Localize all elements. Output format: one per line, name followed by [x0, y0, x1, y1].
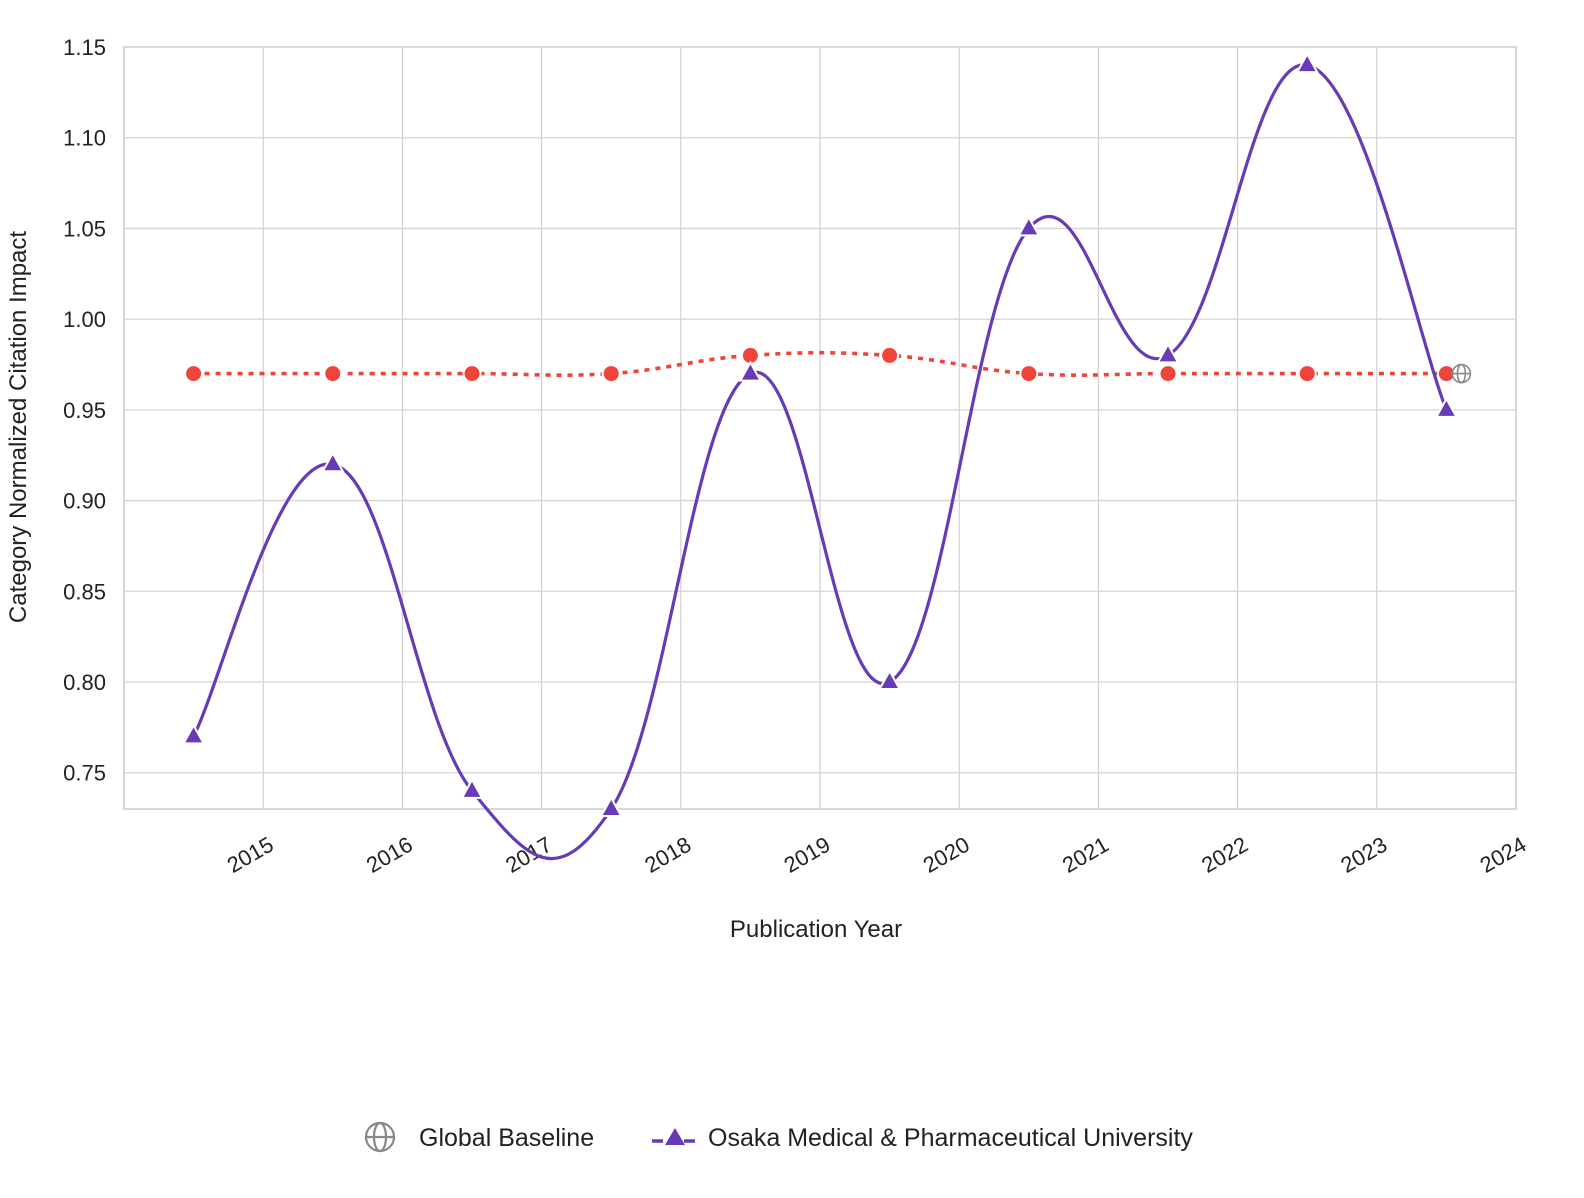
legend: Global Baseline Osaka Medical & Pharmace… [364, 1121, 1193, 1153]
data-point[interactable] [1158, 364, 1178, 384]
globe-icon [1451, 363, 1472, 384]
data-point[interactable] [1156, 342, 1180, 364]
y-tick-label: 1.05 [63, 216, 106, 241]
series-global-baseline [184, 345, 1472, 384]
data-point[interactable] [184, 364, 204, 384]
legend-item-osaka[interactable]: Osaka Medical & Pharmaceutical Universit… [652, 1124, 1193, 1152]
x-tick-label: 2021 [1058, 832, 1113, 878]
globe-icon [364, 1121, 396, 1153]
data-point[interactable] [321, 451, 345, 473]
data-point[interactable] [460, 777, 484, 799]
series-osaka [181, 52, 1459, 861]
data-point[interactable] [1019, 364, 1039, 384]
data-point[interactable] [462, 364, 482, 384]
data-point[interactable] [1434, 396, 1459, 418]
legend-label-osaka: Osaka Medical & Pharmaceutical Universit… [708, 1124, 1193, 1152]
x-tick-label: 2016 [362, 832, 417, 878]
data-point[interactable] [877, 668, 902, 690]
y-tick-label: 0.85 [63, 579, 106, 604]
series-layer [181, 52, 1472, 861]
y-tick-label: 0.90 [63, 489, 106, 514]
data-point[interactable] [880, 345, 900, 365]
series-line [193, 350, 1447, 377]
y-tick-label: 0.75 [63, 761, 106, 786]
series-line [192, 63, 1448, 861]
data-point[interactable] [1297, 364, 1317, 384]
x-tick-label: 2023 [1336, 832, 1391, 878]
y-tick-label: 1.00 [63, 307, 106, 332]
data-point[interactable] [738, 360, 763, 382]
x-tick-label: 2020 [919, 832, 974, 878]
x-tick-label: 2019 [780, 832, 835, 878]
y-tick-label: 0.95 [63, 398, 106, 423]
legend-label-global-baseline: Global Baseline [419, 1124, 594, 1152]
x-tick-label: 2015 [223, 832, 278, 878]
data-point[interactable] [601, 364, 621, 384]
grid [123, 46, 1517, 810]
y-tick-label: 1.10 [63, 126, 106, 151]
x-tick-label: 2022 [1197, 832, 1252, 878]
data-point[interactable] [1295, 52, 1319, 74]
x-tick-label: 2017 [501, 832, 556, 878]
y-tick-label: 0.80 [63, 670, 106, 695]
y-axis-title: Category Normalized Citation Impact [5, 231, 32, 623]
x-axis-ticks: 2015 2016 2017 2018 2019 2020 2021 2022 2023 2024 [223, 832, 1531, 878]
data-point[interactable] [1017, 215, 1041, 237]
triangle-marker-icon [665, 1128, 685, 1145]
x-tick-label: 2024 [1476, 832, 1531, 878]
x-axis-title: Publication Year [730, 916, 902, 943]
y-axis-ticks: 0.75 0.80 0.85 0.90 0.95 1.00 1.05 1.10 1.15 [63, 35, 106, 786]
data-point[interactable] [599, 795, 623, 817]
x-tick-label: 2018 [640, 832, 695, 878]
y-tick-label: 1.15 [63, 35, 106, 60]
data-point[interactable] [181, 723, 206, 745]
data-point[interactable] [323, 364, 343, 384]
legend-item-global-baseline[interactable]: Global Baseline [364, 1121, 594, 1153]
